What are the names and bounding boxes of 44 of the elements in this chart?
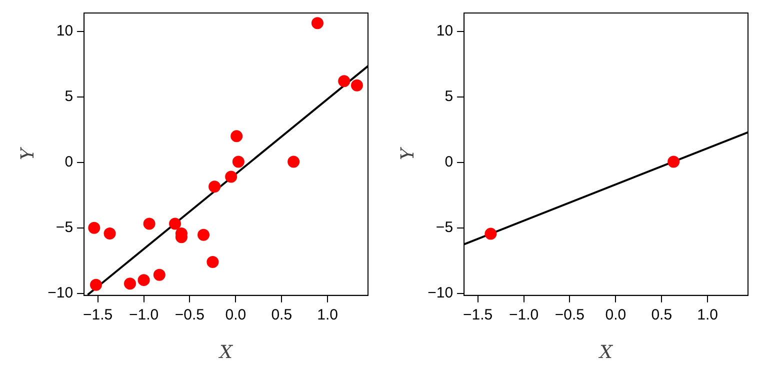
point: [138, 274, 150, 286]
point: [169, 218, 182, 230]
point: [124, 278, 136, 290]
y-tick-label: −5: [436, 219, 454, 236]
x-tick-label: −0.5: [174, 306, 205, 324]
y-tick-label: −10: [428, 284, 454, 302]
x-tick-label: 0.5: [651, 306, 672, 324]
point: [230, 130, 243, 142]
x-axis-title: X: [598, 342, 614, 363]
x-tick-label: 1.0: [317, 306, 338, 324]
point: [338, 75, 350, 88]
x-tick-label: −1.5: [83, 306, 113, 324]
x-axis-title: X: [218, 342, 234, 363]
y-tick-label: 10: [56, 22, 74, 40]
y-tick-label: −5: [56, 219, 74, 236]
x-tick-label: −0.5: [554, 306, 585, 324]
point: [350, 79, 363, 92]
y-axis-title: Y: [397, 146, 418, 160]
point: [208, 180, 221, 193]
point: [206, 256, 219, 268]
y-tick-label: 5: [444, 88, 454, 106]
x-tick-label: −1.0: [508, 306, 539, 324]
x-tick-label: 1.0: [697, 306, 718, 324]
point: [153, 268, 166, 281]
point: [288, 156, 300, 168]
point: [104, 228, 116, 240]
y-tick-label: 0: [64, 154, 74, 171]
x-tick-label: −1.0: [128, 306, 159, 324]
x-tick-label: −1.5: [463, 306, 493, 324]
x-tick-label: 0.5: [271, 306, 292, 324]
point: [90, 278, 102, 291]
x-tick-label: 0.0: [605, 306, 626, 324]
y-tick-label: 0: [444, 154, 454, 171]
y-tick-label: 5: [64, 88, 74, 106]
point: [88, 222, 100, 234]
point: [311, 17, 324, 30]
y-tick-label: −10: [48, 284, 74, 302]
point: [143, 218, 156, 230]
point: [232, 156, 244, 168]
y-tick-label: 10: [436, 22, 454, 40]
x-tick-label: 0.0: [225, 306, 246, 324]
point: [225, 170, 238, 183]
point: [198, 228, 210, 241]
y-axis-title: Y: [17, 146, 38, 160]
